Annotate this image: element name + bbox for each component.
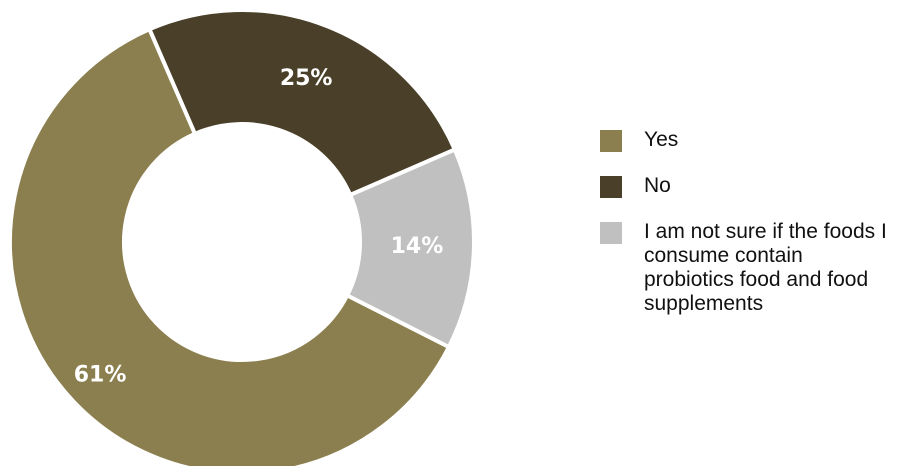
legend-swatch-yes	[600, 130, 622, 152]
slice-label-no: 25%	[280, 66, 333, 91]
legend: Yes No I am not sure if the foods I cons…	[600, 128, 900, 340]
legend-label-no: No	[644, 174, 671, 197]
legend-label-yes: Yes	[644, 128, 679, 151]
legend-label-not-sure: I am not sure if the foods I consume con…	[644, 220, 887, 315]
slice-not-sure	[344, 146, 476, 350]
legend-item-no: No	[600, 174, 900, 198]
slice-label-not-sure: 14%	[391, 234, 444, 259]
legend-swatch-not-sure	[600, 222, 622, 244]
legend-swatch-no	[600, 176, 622, 198]
slice-label-yes: 61%	[74, 363, 127, 388]
slice-yes	[8, 26, 452, 466]
legend-item-not-sure: I am not sure if the foods I consume con…	[600, 220, 900, 316]
slices-group	[8, 8, 476, 466]
slice-no	[146, 8, 458, 198]
labels-group: 61% 25% 14%	[74, 66, 444, 388]
legend-item-yes: Yes	[600, 128, 900, 152]
